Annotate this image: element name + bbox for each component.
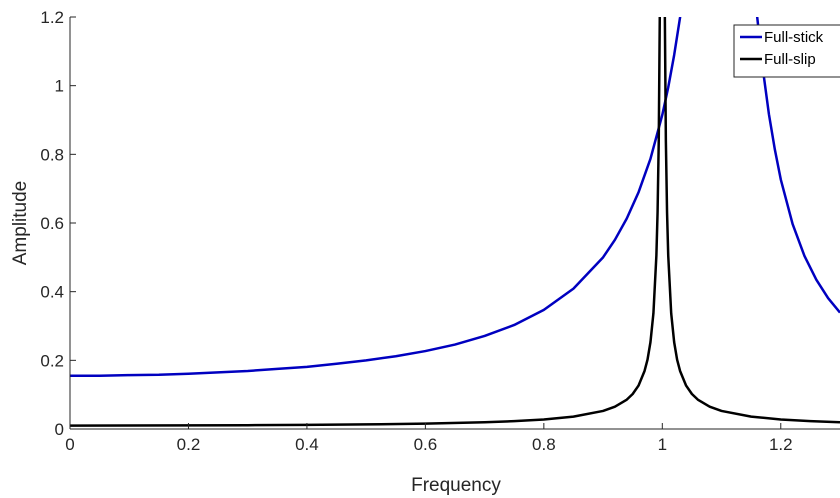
y-tick-label: 0.2	[40, 351, 64, 370]
legend-label-full-slip: Full-slip	[764, 51, 816, 68]
y-tick-label: 0.4	[40, 283, 64, 302]
x-tick-label: 1	[658, 435, 667, 454]
y-tick-label: 1.2	[40, 8, 64, 27]
legend: Full-stick Full-slip	[733, 24, 840, 78]
series-line-full-stick	[70, 17, 840, 378]
series-layer	[70, 17, 840, 427]
x-tick-label: 1.2	[769, 435, 793, 454]
x-axis-title: Frequency	[411, 475, 501, 496]
axes-layer	[69, 17, 840, 430]
y-tick-label: 0.6	[40, 214, 64, 233]
y-tick-label: 0	[55, 420, 64, 439]
y-axis-title: Amplitude	[10, 181, 31, 266]
x-tick-label: 0.4	[295, 435, 319, 454]
x-tick-label: 0.6	[414, 435, 438, 454]
series-line-full-slip	[70, 17, 840, 427]
x-tick-label: 0.8	[532, 435, 556, 454]
x-tick-label: 0.2	[177, 435, 201, 454]
y-tick-label: 0.8	[40, 145, 64, 164]
x-tick-label: 0	[65, 435, 74, 454]
legend-label-full-stick: Full-stick	[764, 29, 824, 46]
legend-items: Full-stick Full-slip	[740, 29, 824, 68]
y-tick-label: 1	[55, 77, 64, 96]
legend-box	[733, 24, 840, 78]
ticks-layer: 0 0.2 0.4 0.6 0.8 1 1.2 0 0.2 0.4 0.6 0.8 1 1.2	[40, 8, 792, 454]
